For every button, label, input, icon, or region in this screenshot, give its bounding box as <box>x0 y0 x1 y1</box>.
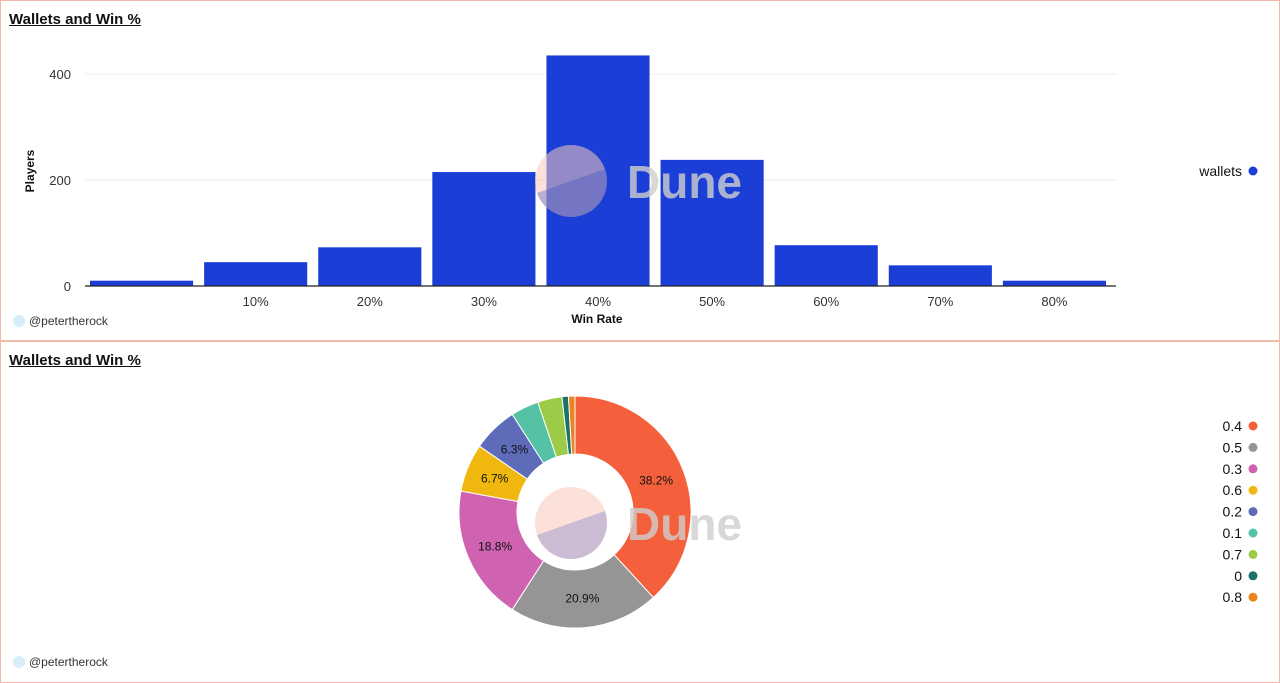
x-tick-label: 70% <box>927 294 953 309</box>
bar-20%[interactable] <box>318 247 422 286</box>
y-axis-title: Players <box>23 149 37 192</box>
bar-chart: 0 200 400 10% 20% 30% 40% 50% 60% 70% 80% Win Rate P… <box>23 55 1258 326</box>
slice-label: 20.9% <box>565 592 599 606</box>
slice-label: 18.8% <box>478 540 512 554</box>
avatar <box>13 315 25 327</box>
watermark-text: Dune <box>627 498 742 550</box>
slice-0.8[interactable] <box>567 395 576 455</box>
bar-80%[interactable] <box>1002 280 1106 286</box>
legend-marker <box>1248 485 1258 495</box>
y-tick-label: 0 <box>64 279 71 294</box>
slice-label: 6.7% <box>481 472 509 486</box>
legend-label[interactable]: 0.3 <box>1223 461 1243 477</box>
legend-label[interactable]: 0.6 <box>1223 482 1243 498</box>
x-tick-label: 80% <box>1041 294 1067 309</box>
slice-label: 6.3% <box>501 443 529 457</box>
avatar <box>13 656 25 668</box>
author-credit: @petertherock <box>13 314 108 328</box>
slice-0.4[interactable] <box>574 395 692 599</box>
slice-0.3[interactable] <box>458 490 545 611</box>
author-credit: @petertherock <box>13 655 108 669</box>
x-tick-label: 40% <box>585 294 611 309</box>
slice-label: 38.2% <box>639 473 673 487</box>
x-tick-label: 30% <box>471 294 497 309</box>
bar-10%[interactable] <box>204 262 308 286</box>
watermark-logo-shade <box>537 511 608 560</box>
x-tick-label: 20% <box>357 294 383 309</box>
legend-marker <box>1248 464 1258 474</box>
bar-chart-panel: Wallets and Win % 0 200 400 10% 20% 30% 40% 50%… <box>0 0 1280 341</box>
legend-marker <box>1248 549 1258 559</box>
watermark-text: Dune <box>627 156 742 208</box>
legend-label[interactable]: 0.7 <box>1223 546 1243 562</box>
legend-marker <box>1248 442 1258 452</box>
donut-chart: 38.2% 20.9% 18.8% 6.7% 6.3% Dune 0.4 0.5 0.3 0.6 0… <box>458 395 1258 629</box>
bar-70%[interactable] <box>888 265 992 286</box>
y-tick-label: 200 <box>49 173 71 188</box>
bar-50%[interactable] <box>660 159 764 286</box>
x-tick-label: 50% <box>699 294 725 309</box>
dune-watermark: Dune <box>535 145 742 218</box>
chart-title[interactable]: Wallets and Win % <box>9 352 141 369</box>
x-axis-title: Win Rate <box>571 312 623 326</box>
donut-chart-panel: Wallets and Win % 38.2% 20.9% 18.8% 6.7% 6.3… <box>0 341 1280 683</box>
bar-0%[interactable] <box>90 280 194 286</box>
legend-label[interactable]: 0 <box>1234 568 1242 584</box>
bar-30%[interactable] <box>432 172 536 286</box>
dune-watermark: Dune <box>535 487 742 560</box>
legend-marker <box>1248 571 1258 581</box>
watermark-logo <box>535 145 607 217</box>
legend-marker <box>1248 528 1258 538</box>
bar-60%[interactable] <box>774 245 878 286</box>
watermark-logo <box>535 487 607 559</box>
y-tick-label: 400 <box>49 67 71 82</box>
chart-title[interactable]: Wallets and Win % <box>9 11 141 28</box>
legend-label[interactable]: 0.8 <box>1223 589 1243 605</box>
watermark-logo-shade <box>537 169 608 218</box>
legend-label[interactable]: 0.4 <box>1223 418 1243 434</box>
legend-marker <box>1248 166 1258 176</box>
author-name[interactable]: @petertherock <box>29 655 108 669</box>
legend-marker <box>1248 421 1258 431</box>
legend-marker <box>1248 507 1258 517</box>
legend-label[interactable]: wallets <box>1198 163 1242 179</box>
legend-label[interactable]: 0.1 <box>1223 525 1243 541</box>
author-name[interactable]: @petertherock <box>29 314 108 328</box>
legend-label[interactable]: 0.5 <box>1223 439 1243 455</box>
legend-label[interactable]: 0.2 <box>1223 504 1243 520</box>
x-tick-label: 10% <box>243 294 269 309</box>
legend-marker <box>1248 592 1258 602</box>
x-tick-label: 60% <box>813 294 839 309</box>
